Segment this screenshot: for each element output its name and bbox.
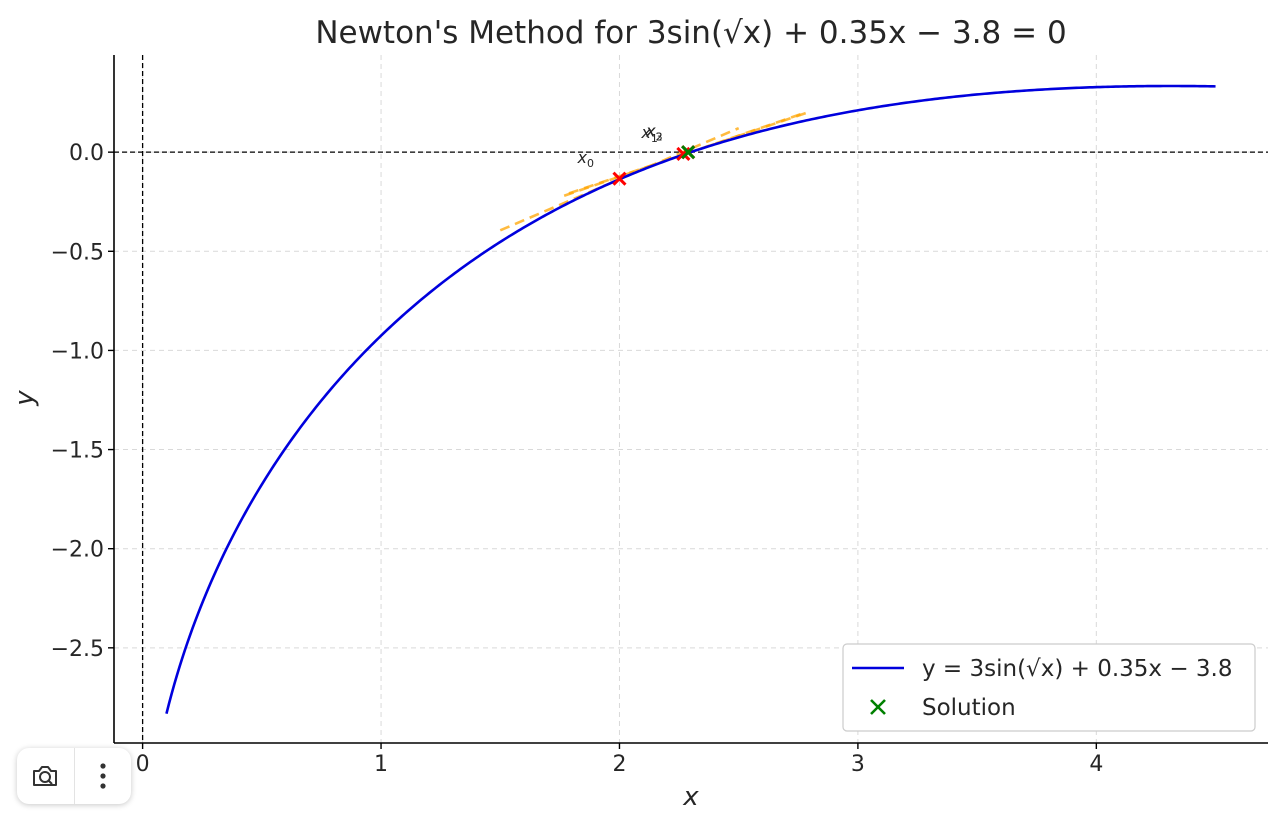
x-ticks: 0 1 2 3 4 [136,743,1103,777]
legend-solution-label: Solution [922,695,1016,721]
tangent-line [563,112,804,197]
solution-marker [681,145,696,160]
solution-marker-group [681,145,696,160]
x-tick-label: 1 [374,752,388,777]
y-tick-label: −1.5 [51,439,104,464]
legend-curve-label: y = 3sin(√x) + 0.35x − 3.8 [922,656,1233,682]
iteration-label: x3 [645,121,662,143]
x-tick-label: 3 [851,752,865,777]
y-tick-label: −0.5 [51,240,104,265]
y-tick-label: −1.0 [51,339,104,364]
axes [113,55,1268,744]
more-vert-icon [100,763,106,789]
iteration-label: x0 [576,148,593,170]
iteration-label-subscript: 0 [587,157,594,170]
x-axis-label: x [682,782,699,812]
reference-lines [114,55,1268,743]
iteration-marker [612,171,627,186]
y-ticks: 0.0 −0.5 −1.0 −1.5 −2.0 −2.5 [51,141,114,662]
camera-icon [33,766,58,786]
iteration-label-subscript: 2 [656,130,663,143]
iteration-label-subscript: 1 [651,132,658,145]
legend-solution-marker [870,699,886,715]
grid-lines [114,55,1268,743]
toolbar-divider [73,748,75,804]
tangent-line [568,111,808,195]
more-options-button[interactable] [74,748,131,804]
y-tick-label: 0.0 [69,141,104,166]
y-tick-label: −2.0 [51,538,104,563]
camera-button[interactable] [17,748,74,804]
x-tick-label: 2 [612,752,626,777]
y-tick-label: −2.5 [51,637,104,662]
chart-title: Newton's Method for 3sin(√x) + 0.35x − 3… [315,15,1066,51]
function-curve [165,84,1216,714]
legend: y = 3sin(√x) + 0.35x − 3.8 Solution [842,643,1256,732]
x-tick-label: 0 [136,752,150,777]
image-toolbar [17,748,131,804]
x-tick-label: 4 [1089,752,1103,777]
legend-box [842,643,1256,732]
y-axis-label: y [10,390,40,407]
iteration-label-subscript: 3 [656,130,663,143]
